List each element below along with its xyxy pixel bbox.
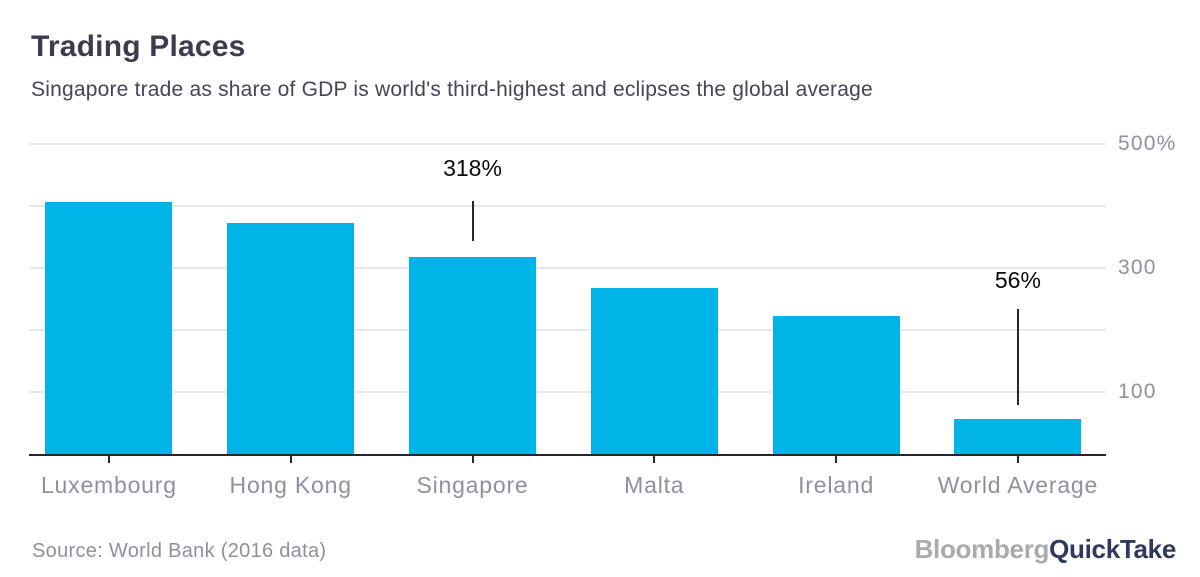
annotation-label-singapore: 318% — [443, 155, 502, 181]
gridline-500 — [29, 143, 1106, 145]
x-tick-world-average — [1016, 454, 1019, 463]
brand-logo: BloombergQuickTake — [914, 534, 1177, 565]
x-tick-hong-kong — [289, 454, 292, 463]
x-axis-baseline — [29, 454, 1106, 456]
bar-singapore — [409, 256, 536, 454]
x-axis-label-hong-kong: Hong Kong — [229, 472, 352, 498]
y-axis-label-500: 500% — [1118, 132, 1177, 155]
y-axis-label-100: 100 — [1118, 380, 1157, 403]
bar-ireland — [772, 316, 900, 454]
bar-world-average — [954, 419, 1082, 454]
bar-luxembourg — [45, 201, 173, 454]
brand-bloomberg: Bloomberg — [914, 534, 1050, 564]
x-tick-ireland — [835, 454, 838, 463]
annotation-line-world-average — [1016, 309, 1019, 405]
x-axis-label-malta: Malta — [624, 472, 685, 498]
bar-malta — [590, 287, 718, 454]
source-note: Source: World Bank (2016 data) — [32, 540, 327, 562]
x-axis-label-luxembourg: Luxembourg — [40, 472, 177, 498]
gridline-200 — [29, 329, 1106, 331]
gridline-400 — [29, 205, 1106, 207]
bar-hong-kong — [227, 222, 355, 454]
brand-quicktake: QuickTake — [1049, 534, 1176, 564]
x-axis-label-world-average: World Average — [937, 472, 1099, 498]
x-tick-luxembourg — [107, 454, 110, 463]
gridline-300 — [29, 267, 1106, 269]
chart-subtitle: Singapore trade as share of GDP is world… — [31, 78, 873, 101]
gridline-100 — [29, 391, 1106, 393]
x-tick-malta — [653, 454, 656, 463]
annotation-line-singapore — [471, 201, 474, 241]
annotation-label-world-average: 56% — [994, 267, 1041, 293]
x-axis-label-ireland: Ireland — [798, 472, 875, 498]
y-axis-label-300: 300 — [1118, 256, 1157, 279]
x-axis-label-singapore: Singapore — [416, 472, 529, 498]
x-tick-singapore — [471, 454, 474, 463]
chart-title: Trading Places — [31, 30, 246, 63]
